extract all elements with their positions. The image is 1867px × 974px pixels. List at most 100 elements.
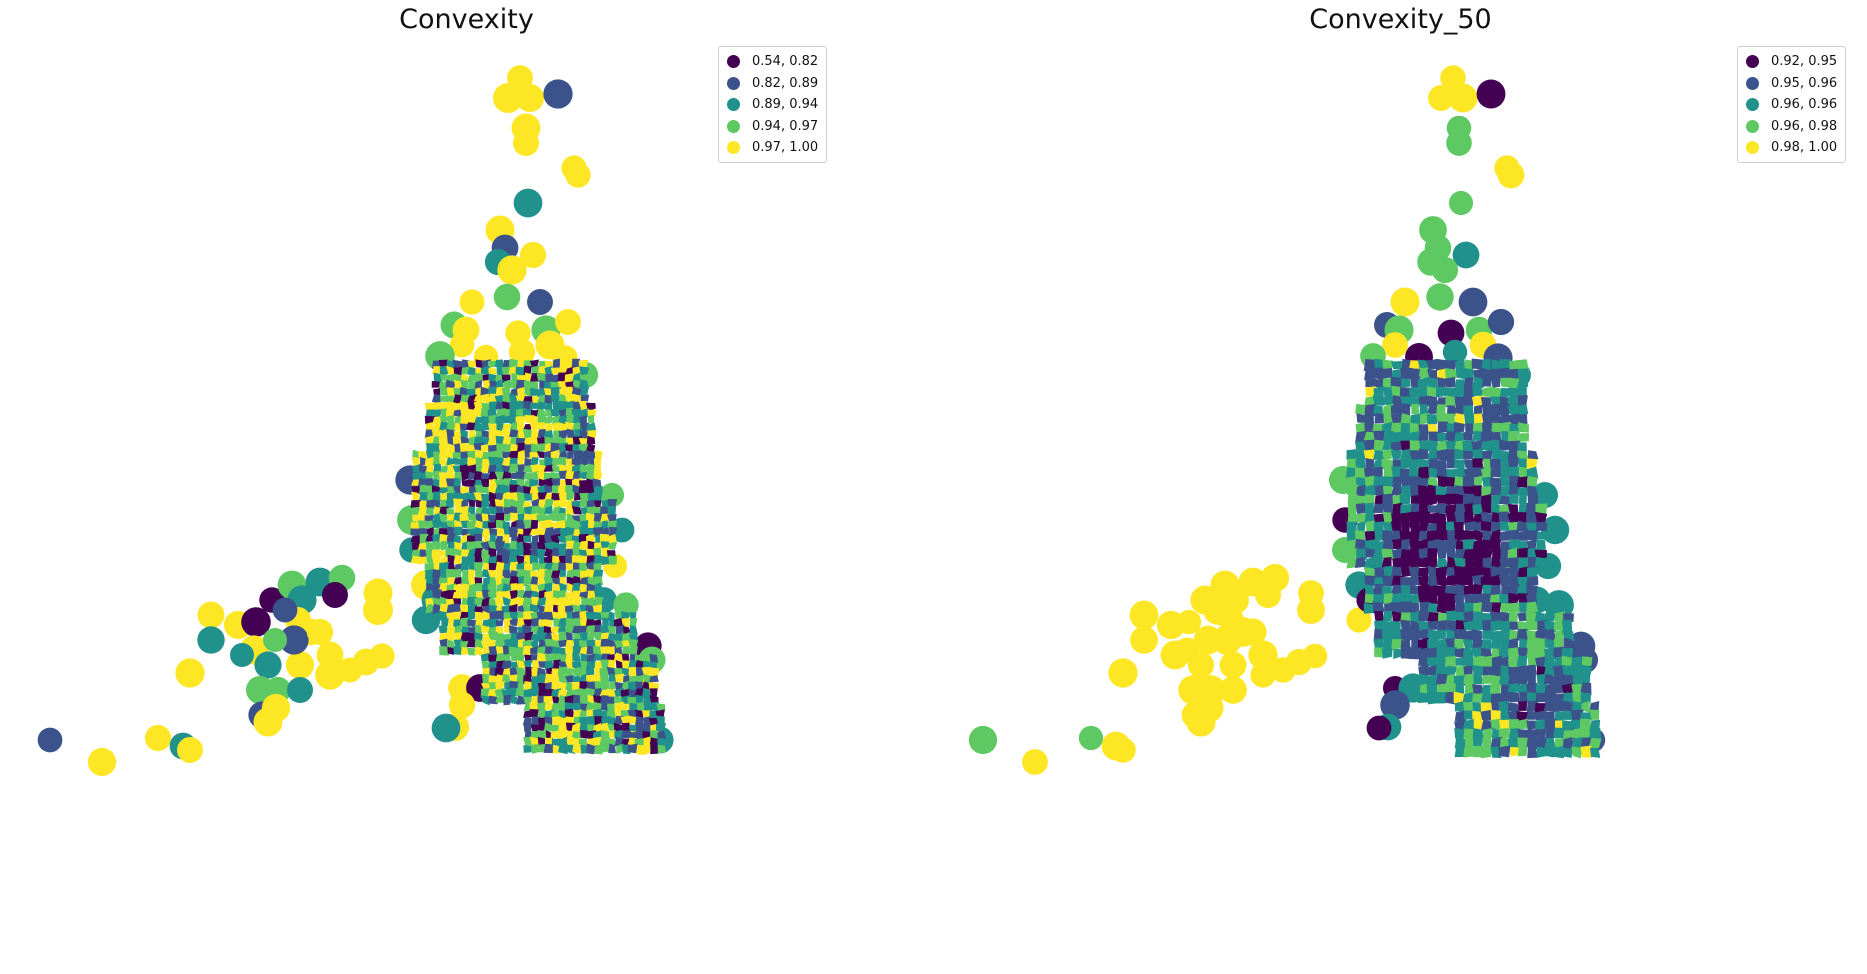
map-cell xyxy=(1436,503,1448,516)
map-cell xyxy=(502,379,511,389)
map-cell xyxy=(1462,486,1475,496)
map-cell xyxy=(586,632,597,641)
map-cell xyxy=(1472,430,1483,442)
map-cell xyxy=(488,491,497,503)
map-cell xyxy=(315,660,345,690)
map-cell xyxy=(530,744,540,754)
map-cell xyxy=(515,688,526,696)
map-cell xyxy=(488,675,498,684)
map-cell xyxy=(1580,673,1591,686)
map-cell xyxy=(481,610,492,620)
map-cell xyxy=(580,394,590,403)
map-cell xyxy=(1553,727,1566,739)
map-cell xyxy=(637,745,645,753)
map-cell xyxy=(1508,387,1518,399)
map-cell xyxy=(1589,719,1601,731)
map-cell xyxy=(460,374,470,382)
map-cell xyxy=(599,555,611,566)
map-cell xyxy=(502,667,513,677)
map-cell xyxy=(1463,747,1475,758)
map-cell xyxy=(510,512,520,522)
map-cell xyxy=(571,618,582,628)
map-cell xyxy=(1399,403,1411,417)
map-cell xyxy=(1480,691,1493,705)
map-cell xyxy=(1507,547,1518,561)
map-cell xyxy=(557,562,567,573)
map-cell xyxy=(1426,283,1454,311)
map-cell xyxy=(461,528,469,536)
map-cell xyxy=(1482,529,1492,542)
map-cell xyxy=(1518,433,1529,442)
map-cell xyxy=(1500,458,1511,469)
map-cell xyxy=(1382,332,1408,358)
map-cell xyxy=(1444,387,1455,398)
map-cell xyxy=(431,569,442,579)
map-cell xyxy=(1427,477,1439,488)
legend-entry: 0.96, 0.96 xyxy=(1746,94,1837,116)
map-cell xyxy=(1447,529,1456,541)
map-cell xyxy=(517,449,527,461)
map-cell xyxy=(649,730,658,739)
map-cell xyxy=(558,647,567,657)
map-cell xyxy=(1536,521,1548,531)
map-cell xyxy=(1499,387,1512,398)
map-cell xyxy=(487,638,498,649)
map-cell xyxy=(1534,511,1548,522)
map-cell xyxy=(1543,613,1556,623)
map-cell xyxy=(432,491,442,502)
map-cell xyxy=(452,359,464,368)
map-cell xyxy=(620,688,631,698)
map-cell xyxy=(1426,512,1440,525)
map-cell xyxy=(1473,673,1485,685)
map-cell xyxy=(517,457,524,467)
map-cell xyxy=(509,596,518,606)
map-cell xyxy=(522,465,533,473)
map-cell xyxy=(1347,484,1359,497)
map-cell xyxy=(1552,646,1565,660)
map-cell xyxy=(495,435,505,446)
map-cell xyxy=(530,576,539,586)
map-cell xyxy=(1462,692,1474,703)
map-cell xyxy=(530,429,540,440)
map-cell xyxy=(1535,718,1548,732)
map-cell xyxy=(1382,637,1394,650)
map-cell xyxy=(559,429,569,440)
map-cell xyxy=(509,618,519,627)
map-cell xyxy=(1463,412,1476,425)
map-cell xyxy=(1517,442,1527,453)
map-cell xyxy=(1482,736,1492,750)
map-cell xyxy=(530,584,539,593)
map-cell xyxy=(1463,377,1474,389)
map-cell xyxy=(1445,567,1457,578)
map-cell xyxy=(1250,662,1276,688)
map-cell xyxy=(629,702,638,712)
map-cell xyxy=(608,743,616,754)
map-cell xyxy=(516,555,525,565)
map-cell xyxy=(585,667,595,676)
map-cell xyxy=(1517,557,1529,568)
map-cell xyxy=(495,652,504,663)
map-cell xyxy=(1400,521,1410,532)
map-cell xyxy=(1364,494,1375,504)
map-cell xyxy=(417,506,428,517)
map-cell xyxy=(1418,610,1429,622)
map-cell xyxy=(558,512,567,522)
map-cell xyxy=(531,534,539,544)
map-cell xyxy=(1409,440,1422,453)
map-cell xyxy=(1355,503,1368,515)
map-cell xyxy=(565,653,574,663)
map-cell xyxy=(1472,611,1485,623)
map-cell xyxy=(1481,601,1493,613)
map-cell xyxy=(1401,476,1413,488)
map-cell xyxy=(543,681,554,692)
map-cell xyxy=(524,457,532,468)
map-cell xyxy=(544,456,555,467)
map-cell xyxy=(593,631,602,641)
map-cell xyxy=(531,676,541,683)
map-cell xyxy=(551,465,561,472)
map-cell xyxy=(1418,657,1430,667)
map-cell xyxy=(460,451,470,460)
map-cell xyxy=(523,631,534,643)
map-cell xyxy=(453,380,464,389)
map-cell xyxy=(448,691,476,719)
